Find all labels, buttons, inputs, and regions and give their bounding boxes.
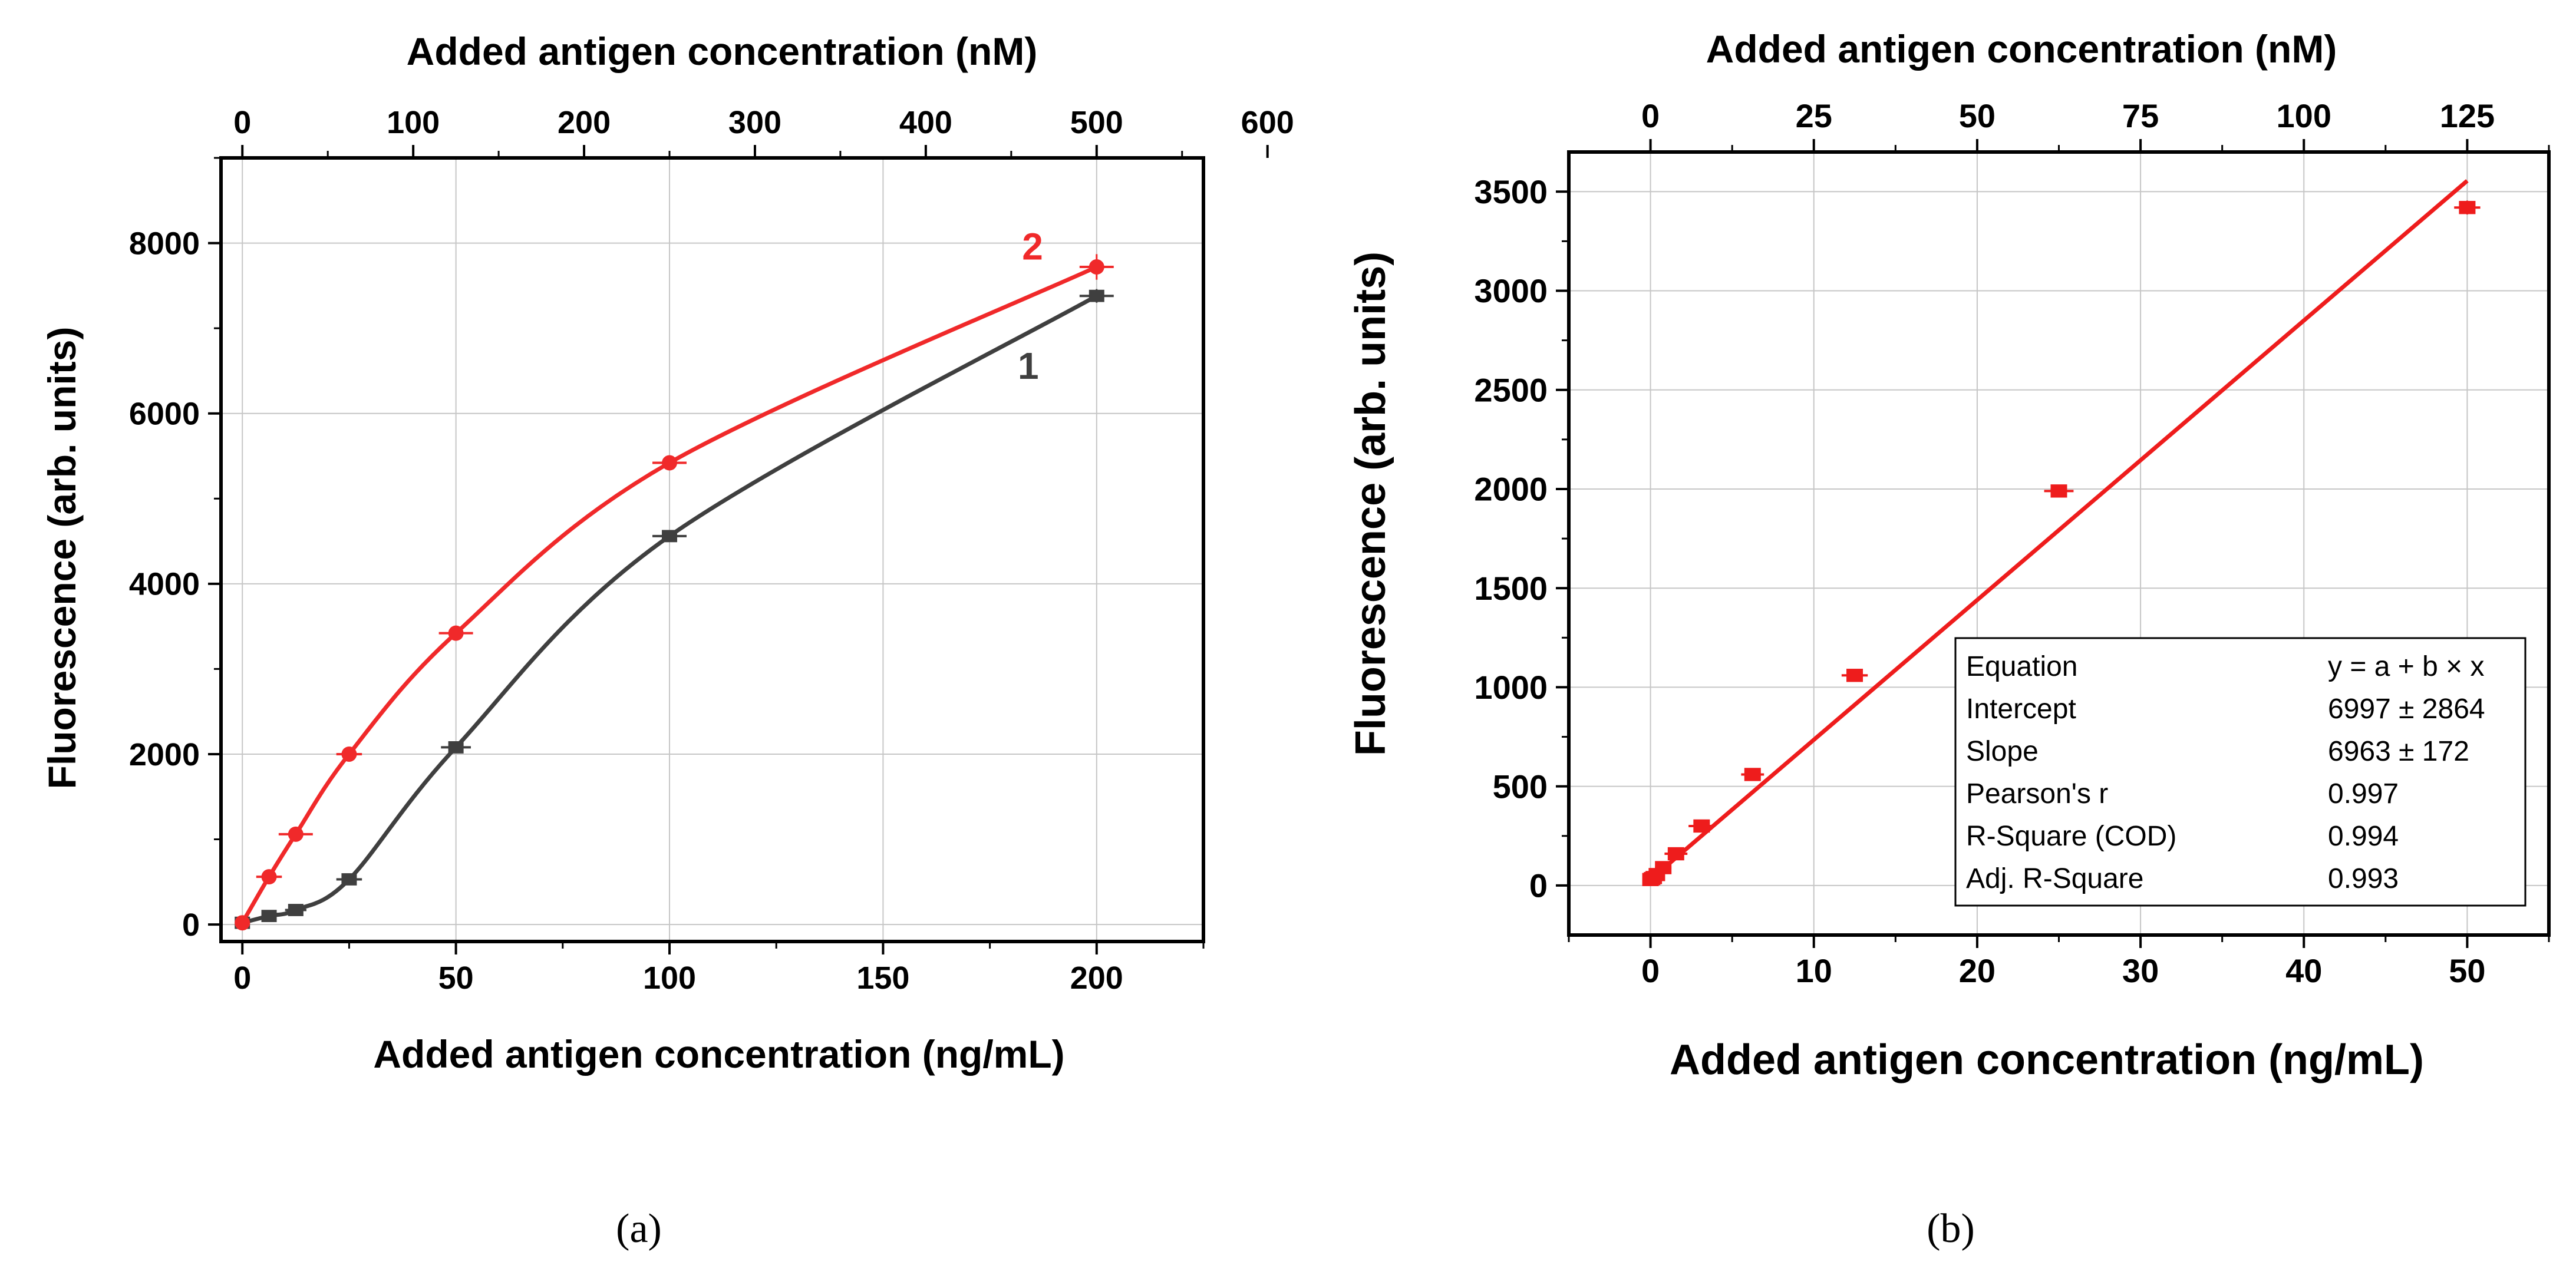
panel-b-y-tick-label: 500 xyxy=(1493,768,1548,805)
panel-a-series-2-point xyxy=(341,746,357,762)
panel-a-top-tick-label: 200 xyxy=(558,105,611,140)
panel-b-y-tick-label: 3500 xyxy=(1474,173,1548,210)
panel-b-axes: 0 10 20 30 40 5005001000150020002500300035000… xyxy=(1474,97,2551,989)
panel-b-plot-frame xyxy=(1567,150,2551,937)
panel-a-data: 21 xyxy=(235,226,1114,931)
panel-b-y-tick-label: 1000 xyxy=(1474,669,1548,706)
panel-a-series-1-label: 1 xyxy=(1018,345,1039,387)
fit-table-label: Intercept xyxy=(1966,693,2076,725)
panel-a-x-tick-label: 200 xyxy=(1070,960,1123,996)
panel-b-x-axis-title: Added antigen concentration (ng/mL) xyxy=(1670,1036,2424,1084)
panel-b-top-tick-label: 25 xyxy=(1796,97,1832,134)
panel-a-y-tick-label: 4000 xyxy=(129,567,200,602)
panel-b-x-tick-label: 50 xyxy=(2449,952,2485,989)
panel-b-series-point xyxy=(1655,861,1672,874)
panel-a-series-2-point xyxy=(261,869,277,885)
fit-table-row: Intercept 6997 ± 2864 xyxy=(1966,693,2485,725)
panel-b-x-tick-label: 10 xyxy=(1796,952,1832,989)
panel-a-series-1-point xyxy=(341,873,357,886)
panel-a-top-tick-label: 0 xyxy=(233,105,251,140)
panel-a-top-axis-title: Added antigen concentration (nM) xyxy=(407,29,1038,73)
panel-b-top-tick-label: 0 xyxy=(1641,97,1660,134)
fit-table-row: Pearson's r 0.997 xyxy=(1966,778,2399,810)
fit-table-label: Pearson's r xyxy=(1966,778,2108,810)
fit-table-value: 0.994 xyxy=(2328,821,2399,852)
panel-b-x-tick-label: 40 xyxy=(2285,952,2322,989)
fit-table-value: 0.997 xyxy=(2328,778,2399,810)
panel-a-series-2-point xyxy=(1089,259,1104,275)
panel-b-x-tick-label: 20 xyxy=(1959,952,1996,989)
panel-b-series-point xyxy=(1744,768,1761,781)
panel-b-top-axis-title: Added antigen concentration (nM) xyxy=(1706,27,2337,71)
panel-a-x-tick-label: 0 xyxy=(233,960,251,996)
panel-b-y-tick-label: 1500 xyxy=(1474,570,1548,607)
panel-b-data xyxy=(1642,179,2481,886)
panel-a-y-tick-label: 2000 xyxy=(129,737,200,772)
fit-table-label: Adj. R-Square xyxy=(1966,863,2143,894)
panel-b-caption: (b) xyxy=(1927,1206,1975,1251)
panel-a-x-tick-label: 150 xyxy=(856,960,909,996)
panel-b-series-point xyxy=(1693,819,1710,833)
panel-a-x-axis-title: Added antigen concentration (ng/mL) xyxy=(373,1032,1064,1076)
panel-b-chart: Added antigen concentration (nM) Added a… xyxy=(1347,27,2551,1251)
panel-a-series-2-point xyxy=(448,625,464,641)
fit-table-value: 6963 ± 172 xyxy=(2328,736,2469,767)
panel-a-series-1-point xyxy=(288,904,304,916)
panel-b-y-tick-label: 0 xyxy=(1529,867,1548,904)
fit-table-value: 0.993 xyxy=(2328,863,2399,894)
fit-table-border xyxy=(1954,637,2526,907)
panel-b-y-tick-label: 2000 xyxy=(1474,471,1548,508)
panel-a-caption: (a) xyxy=(616,1206,662,1251)
panel-a-series-2-point xyxy=(288,826,304,842)
panel-b-top-tick-label: 125 xyxy=(2440,97,2495,134)
panel-b-y-tick-label: 3000 xyxy=(1474,272,1548,309)
fit-table-label: Slope xyxy=(1966,736,2039,767)
fit-table-row: R-Square (COD) 0.994 xyxy=(1966,821,2399,852)
fit-table-value: y = a + b × x xyxy=(2328,651,2485,682)
panel-b-y-tick-label: 2500 xyxy=(1474,371,1548,408)
panel-b-series-point xyxy=(1846,669,1863,682)
panel-b-series-point xyxy=(1667,847,1684,861)
panel-a-series-1-point xyxy=(448,741,464,754)
panel-a-series-2-point xyxy=(662,455,678,471)
fit-results-table: Equation y = a + b × x Intercept 6997 ± … xyxy=(1954,637,2526,907)
panel-a-top-tick-label: 100 xyxy=(387,105,440,140)
panel-a-series-1-point xyxy=(662,530,678,543)
panel-a-plot-frame xyxy=(219,156,1205,943)
panel-b-top-tick-label: 100 xyxy=(2277,97,2331,134)
panel-a-series-1-point xyxy=(261,910,277,923)
panel-b-y-axis-title: Fluorescence (arb. units) xyxy=(1347,252,1394,756)
panel-b-fit-line xyxy=(1644,179,2469,886)
panel-a-y-axis-title: Fluorescence (arb. units) xyxy=(40,327,84,790)
panel-a-x-tick-label: 50 xyxy=(438,960,474,996)
fit-table-value: 6997 ± 2864 xyxy=(2328,693,2485,725)
panel-a-series-2-label: 2 xyxy=(1022,226,1043,268)
panel-a-y-tick-label: 0 xyxy=(182,907,200,943)
panel-a-series-2-point xyxy=(235,915,250,931)
panel-a-y-tick-label: 8000 xyxy=(129,226,200,261)
panel-a-y-tick-label: 6000 xyxy=(129,397,200,432)
panel-b-x-tick-label: 30 xyxy=(2122,952,2159,989)
panel-b-top-tick-label: 50 xyxy=(1959,97,1996,134)
panel-b-series-point xyxy=(2459,201,2476,214)
panel-a-series-1-point xyxy=(1089,289,1104,302)
panel-a-chart: Added antigen concentration (nM) Added a… xyxy=(40,29,1294,1251)
fit-table-label: Equation xyxy=(1966,651,2078,682)
panel-a-top-tick-label: 600 xyxy=(1241,105,1294,140)
fit-table-label: R-Square (COD) xyxy=(1966,821,2176,852)
panel-b-x-tick-label: 0 xyxy=(1641,952,1660,989)
fit-table-row: Equation y = a + b × x xyxy=(1966,651,2485,682)
panel-a-gridlines xyxy=(221,158,1203,942)
fit-table-row: Adj. R-Square 0.993 xyxy=(1966,863,2399,894)
panel-a-top-tick-label: 300 xyxy=(728,105,781,140)
panel-a-top-tick-label: 500 xyxy=(1070,105,1123,140)
panel-b-top-tick-label: 75 xyxy=(2122,97,2159,134)
panel-a-top-tick-label: 400 xyxy=(899,105,952,140)
fit-table-row: Slope 6963 ± 172 xyxy=(1966,736,2469,767)
panel-b-series-point xyxy=(2050,484,2067,498)
panel-a-x-tick-label: 100 xyxy=(643,960,696,996)
